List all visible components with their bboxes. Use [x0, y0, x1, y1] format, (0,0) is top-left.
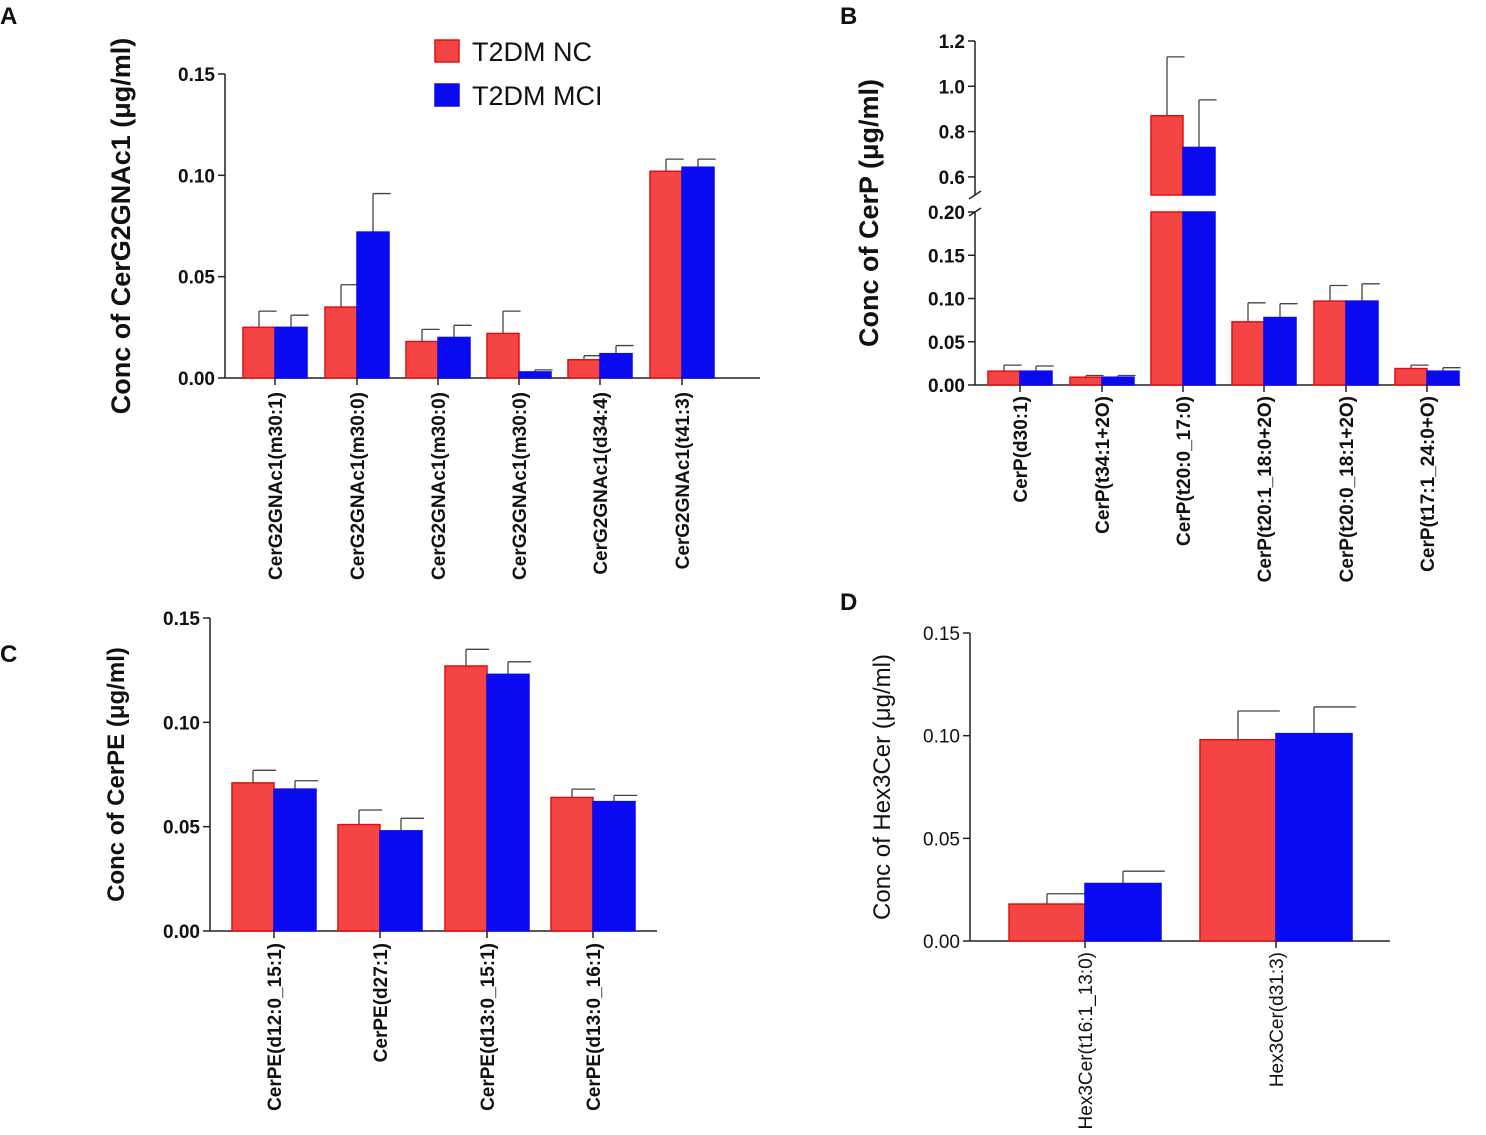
panel-letter: D — [840, 589, 857, 616]
bar-nc — [1150, 211, 1184, 386]
bar-nc — [242, 326, 276, 379]
y-axis-title: Conc of CerG2GNAc1 (μg/ml) — [106, 38, 136, 415]
x-tick-label: CerP(t34:1+2O) — [1093, 396, 1114, 534]
x-tick-label: CerPE(d27:1) — [371, 943, 392, 1062]
y-axis-title: Conc of CerP (μg/ml) — [854, 79, 884, 347]
y-tick-label: 0.15 — [163, 609, 200, 630]
x-tick-label: CerG2GNAc1(m30:0) — [510, 392, 531, 580]
y-tick-label: 0.00 — [923, 932, 960, 953]
bar-nc — [987, 370, 1021, 386]
bar-nc — [1313, 300, 1347, 386]
bar-nc — [550, 796, 594, 932]
x-tick-label: CerG2GNAc1(m30:0) — [429, 392, 450, 580]
panel-letter: A — [0, 3, 17, 30]
y-tick-label: 0.10 — [928, 290, 965, 311]
bar-nc — [1394, 367, 1428, 386]
x-tick-label: Hex3Cer(t16:1_13:0) — [1076, 952, 1097, 1129]
y-tick-label: 0.15 — [178, 65, 215, 86]
bar-nc — [1231, 321, 1265, 386]
x-tick-label: CerPE(d13:0_15:1) — [478, 943, 499, 1111]
panel-letter: C — [0, 641, 17, 668]
bar-nc — [567, 359, 601, 379]
bar-mci — [437, 336, 471, 379]
bar-nc — [231, 782, 275, 932]
y-tick-label: 0.00 — [928, 376, 965, 397]
panel-c: C 0.00 0.05 0.10 0.15 Conc of CerPE (μg/ml) Ce… — [0, 609, 657, 1111]
bar-mci — [379, 830, 423, 932]
panel-letter: B — [840, 3, 857, 30]
x-tick-label: CerPE(d12:0_15:1) — [265, 943, 286, 1111]
bar-mci — [1345, 300, 1379, 386]
y-tick-label: 0.10 — [163, 713, 200, 734]
bar-nc — [1199, 739, 1277, 942]
y-tick-label: 1.0 — [939, 77, 965, 98]
y-axis-title: Conc of CerPE (μg/ml) — [103, 647, 130, 902]
y-tick-label: 0.05 — [923, 829, 960, 850]
bar-nc — [1008, 903, 1086, 942]
y-tick-label: 0.6 — [939, 168, 965, 189]
x-tick-label: CerG2GNAc1(m30:1) — [266, 392, 287, 580]
legend-label: T2DM MCI — [472, 81, 603, 111]
y-axis-title: Conc of Hex3Cer (μg/ml) — [869, 654, 896, 920]
y-tick-label: 0.15 — [928, 246, 965, 267]
bar-nc — [444, 665, 488, 932]
y-tick-label: 1.2 — [939, 32, 965, 53]
legend: T2DM NC T2DM MCI — [434, 37, 603, 111]
bar-mci — [518, 371, 552, 379]
legend-swatch-mci — [434, 83, 460, 107]
bar-mci — [592, 800, 636, 932]
bar-mci — [1084, 882, 1162, 942]
x-tick-label: CerG2GNAc1(m30:0) — [348, 392, 369, 580]
bar-nc — [486, 332, 520, 379]
x-tick-label: CerP(t20:1_18:0+2O) — [1255, 396, 1276, 582]
bar-nc — [337, 823, 381, 932]
y-tick-label: 0.15 — [923, 624, 960, 645]
y-tick-label: 0.05 — [178, 268, 215, 289]
bar-mci — [356, 231, 390, 379]
bar-mci — [1263, 316, 1297, 386]
bar-mci — [1426, 370, 1460, 386]
bar-mci — [486, 673, 530, 932]
legend-swatch-nc — [434, 39, 460, 63]
panel-d: D 0.00 0.05 0.10 0.15 Conc of Hex3Cer (μg/ml)… — [840, 589, 1390, 1129]
y-tick-label: 0.00 — [163, 922, 200, 943]
panel-b: B 0.00 0.05 0.10 0.15 0.20 0.6 0.8 1.0 1.2 Conc of… — [840, 3, 1461, 582]
x-tick-label: CerP(t20:0_18:1+2O) — [1337, 396, 1358, 582]
x-tick-label: CerG2GNAc1(d34:4) — [591, 392, 612, 575]
bar-nc — [649, 170, 683, 379]
x-tick-label: CerP(t17:1_24:0+O) — [1418, 396, 1439, 572]
bar-nc — [1069, 376, 1103, 386]
bar-nc — [405, 340, 439, 379]
y-tick-label: 0.8 — [939, 123, 965, 144]
x-tick-label: CerPE(d13:0_16:1) — [584, 943, 605, 1111]
x-tick-label: CerG2GNAc1(t41:3) — [673, 392, 694, 569]
y-tick-label: 0.10 — [923, 727, 960, 748]
y-tick-label: 0.10 — [178, 166, 215, 187]
bar-nc-upper — [1150, 114, 1184, 196]
bar-mci — [273, 788, 317, 932]
legend-label: T2DM NC — [472, 37, 592, 67]
y-tick-label: 0.05 — [163, 818, 200, 839]
y-tick-label: 0.05 — [928, 333, 965, 354]
axis-break-mark — [968, 190, 982, 200]
bar-mci — [274, 326, 308, 379]
bar-mci — [1275, 732, 1353, 942]
bar-mci — [1019, 370, 1053, 386]
x-tick-label: CerP(t20:0_17:0) — [1174, 396, 1195, 546]
bar-nc — [324, 306, 358, 379]
panel-a: A 0.00 0.05 0.10 0.15 Conc of CerG2GNAc1 (μg/… — [0, 3, 760, 580]
y-tick-label: 0.00 — [178, 369, 215, 390]
bar-mci — [681, 166, 715, 379]
bar-mci — [1182, 211, 1216, 386]
bar-mci — [1101, 376, 1135, 386]
x-tick-label: Hex3Cer(d31:3) — [1267, 952, 1288, 1087]
x-tick-label: CerP(d30:1) — [1011, 396, 1032, 503]
bar-mci — [599, 352, 633, 379]
y-tick-label: 0.20 — [928, 203, 965, 224]
bar-mci-upper — [1182, 146, 1216, 196]
